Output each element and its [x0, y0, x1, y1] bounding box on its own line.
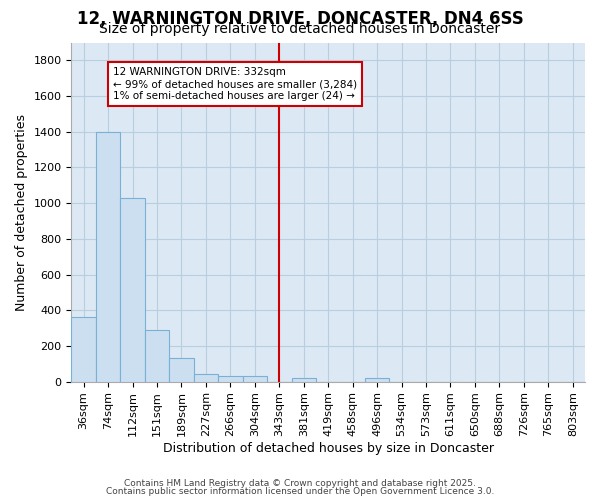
Y-axis label: Number of detached properties: Number of detached properties — [15, 114, 28, 310]
X-axis label: Distribution of detached houses by size in Doncaster: Distribution of detached houses by size … — [163, 442, 494, 455]
Text: Contains public sector information licensed under the Open Government Licence 3.: Contains public sector information licen… — [106, 487, 494, 496]
Bar — [218, 376, 242, 382]
Bar — [145, 330, 169, 382]
Text: Size of property relative to detached houses in Doncaster: Size of property relative to detached ho… — [100, 22, 500, 36]
Text: 12, WARNINGTON DRIVE, DONCASTER, DN4 6SS: 12, WARNINGTON DRIVE, DONCASTER, DN4 6SS — [77, 10, 523, 28]
Bar — [194, 374, 218, 382]
Bar — [242, 376, 267, 382]
Text: 12 WARNINGTON DRIVE: 332sqm
← 99% of detached houses are smaller (3,284)
1% of s: 12 WARNINGTON DRIVE: 332sqm ← 99% of det… — [113, 68, 357, 100]
Bar — [169, 358, 194, 382]
Bar — [292, 378, 316, 382]
Bar — [96, 132, 121, 382]
Bar — [121, 198, 145, 382]
Bar — [71, 318, 96, 382]
Bar — [365, 378, 389, 382]
Text: Contains HM Land Registry data © Crown copyright and database right 2025.: Contains HM Land Registry data © Crown c… — [124, 478, 476, 488]
